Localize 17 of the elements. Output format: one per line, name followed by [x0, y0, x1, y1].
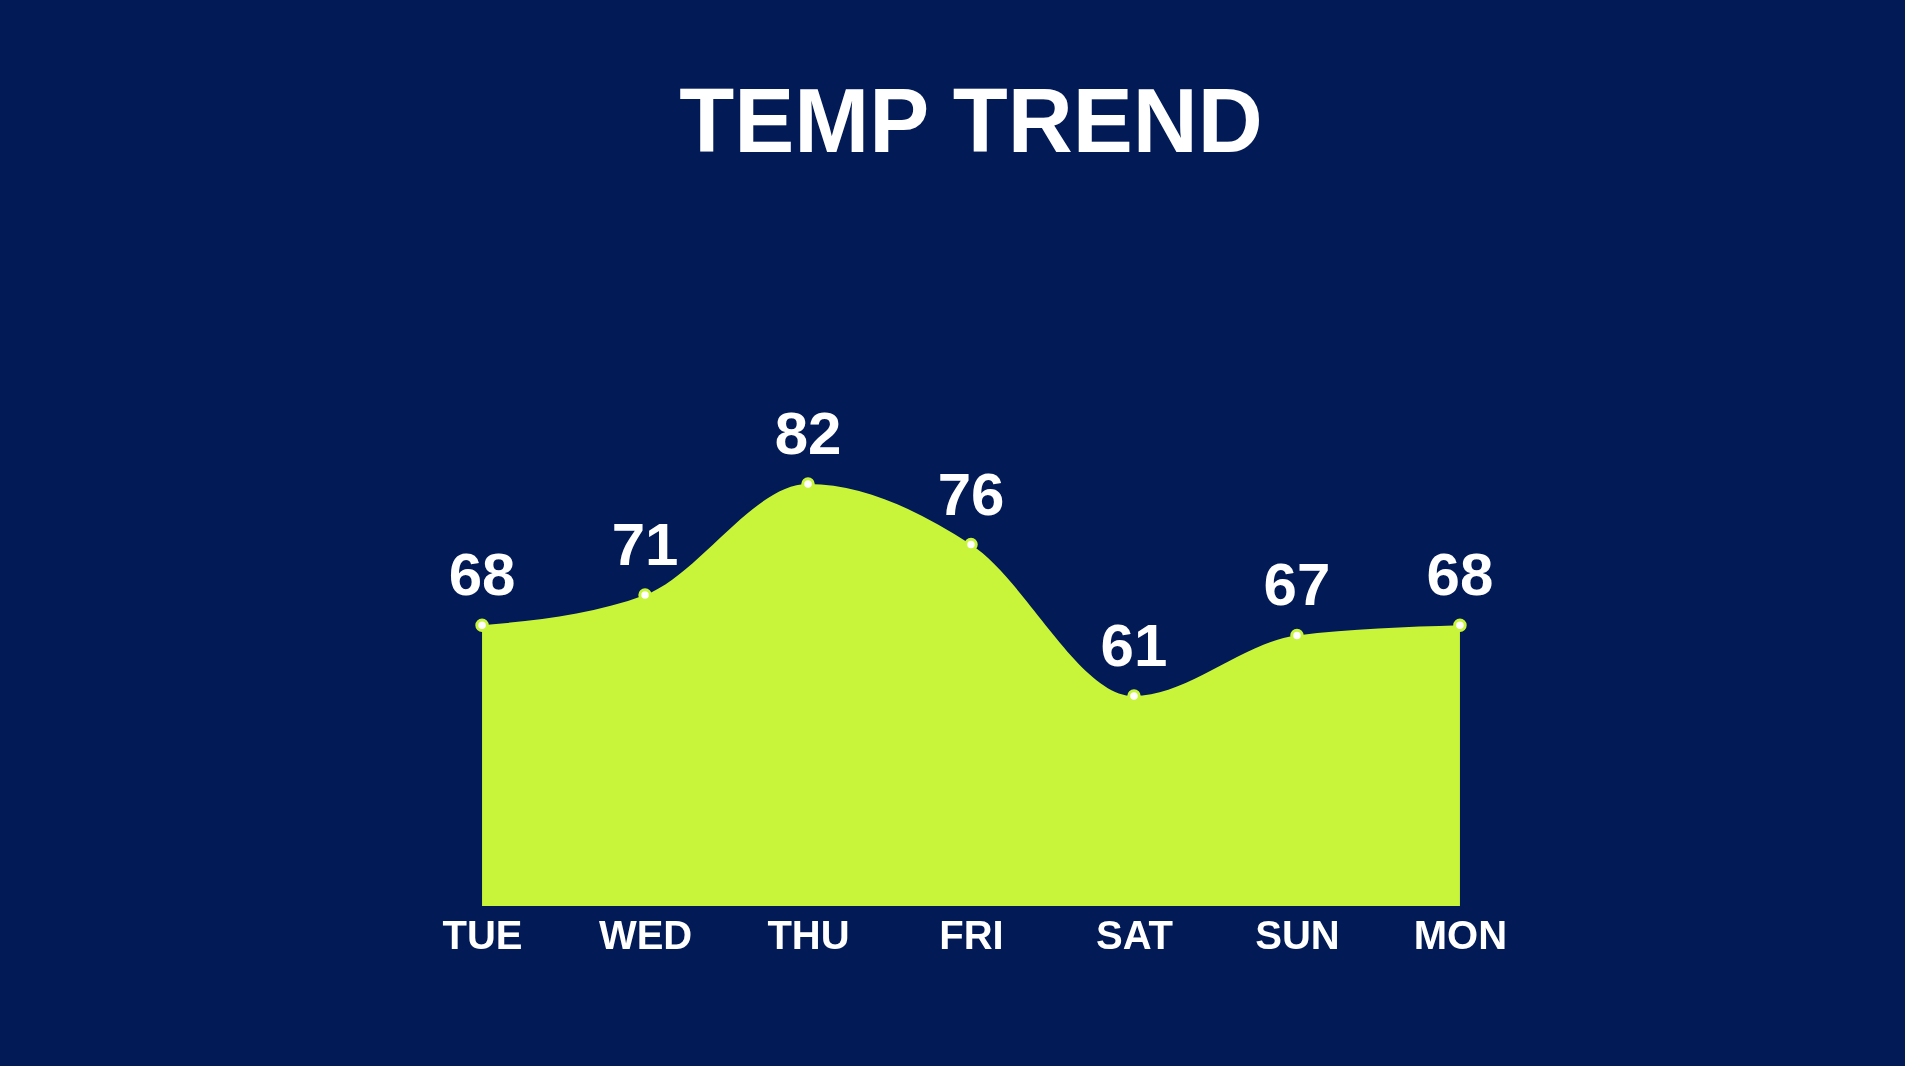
data-label: 68 [448, 541, 516, 609]
data-label: 67 [1263, 551, 1331, 619]
x-tick-label: THU [767, 912, 850, 957]
x-tick-label: MON [1413, 912, 1508, 957]
data-label: 61 [1100, 612, 1168, 679]
x-tick-label: TUE [442, 912, 523, 957]
chart-title: TEMP TREND [679, 71, 1263, 171]
x-tick-label: SAT [1095, 912, 1173, 957]
data-label: 76 [937, 460, 1005, 528]
point [1453, 618, 1467, 633]
x-tick-label: FRI [939, 912, 1004, 957]
x-tick-label: WED [598, 912, 693, 957]
point [475, 618, 489, 633]
data-label: 68 [1426, 541, 1494, 609]
data-label: 82 [774, 400, 842, 467]
x-tick-label: SUN [1255, 912, 1340, 957]
data-label: 71 [611, 511, 679, 579]
